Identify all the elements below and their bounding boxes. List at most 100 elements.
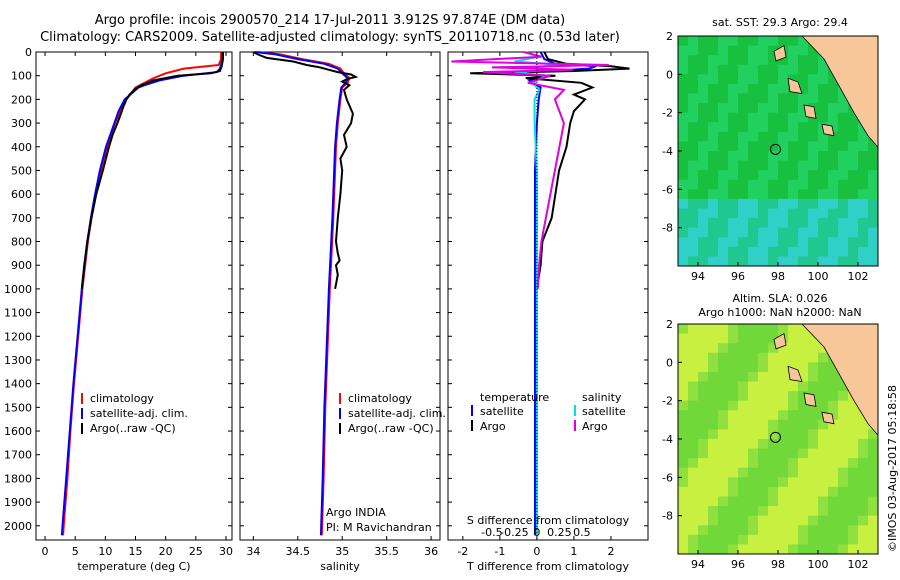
map-cell [828,400,839,411]
map-cell [768,429,779,440]
map-cell [768,534,779,545]
map-cell [738,45,749,56]
map-cell [708,64,719,75]
map-cell [718,93,729,104]
map-cell [848,218,859,229]
map-cell [708,131,719,142]
map-cell [768,93,779,104]
map-cell [798,352,809,363]
map-cell [868,151,879,162]
map-cell [748,333,759,344]
map-cell [708,189,719,200]
map-cell [758,227,769,238]
map-cell [758,400,769,411]
map-cell [848,160,859,171]
map-cell [788,515,799,526]
series-line-t-satellite [492,51,597,536]
map-cell [738,391,749,402]
map-cell [698,36,709,47]
y-tick-label: 1000 [4,283,32,296]
map-cell [748,544,759,555]
map-cell [708,218,719,229]
map-cell [788,343,799,354]
map-cell [848,410,859,421]
map-y-tick-label: -8 [662,510,673,523]
map-cell [678,515,689,526]
map-cell [818,131,829,142]
map-cell [768,112,779,123]
map-cell [758,83,769,94]
map-cell [718,458,729,469]
map-cell [828,391,839,402]
map-cell [728,45,739,56]
map-cell [718,525,729,536]
map-cell [718,333,729,344]
map-cell [828,246,839,257]
map-cell [728,439,739,450]
map-cell [838,429,849,440]
map-cell [708,381,719,392]
map-cell [858,237,869,248]
map-cell [698,83,709,94]
s-tick-label: 0 [533,526,540,539]
map-cell [738,400,749,411]
map-cell [838,179,849,190]
map-cell [718,544,729,555]
map-cell [778,218,789,229]
map-cell [788,439,799,450]
map-cell [818,170,829,181]
map-cell [678,458,689,469]
figure-title-line2: Climatology: CARS2009. Satellite-adjuste… [40,30,620,45]
map-cell [688,208,699,219]
map-cell [738,534,749,545]
map-cell [768,83,779,94]
map-cell [788,467,799,478]
map-cell [798,467,809,478]
map-cell [848,237,859,248]
map-cell [768,448,779,459]
map-cell [798,198,809,209]
credit-label: ©IMOS 03-Aug-2017 05:18:58 [886,385,899,552]
map-cell [748,208,759,219]
map-cell [778,525,789,536]
map-cell [698,506,709,517]
map-cell [728,525,739,536]
map-cell [688,352,699,363]
argo-position-marker [769,143,781,155]
series-line-t-argo [470,51,630,290]
map-cell [838,506,849,517]
map-cell [848,534,859,545]
map-cell [708,496,719,507]
map-y-tick-label: -2 [662,395,673,408]
map-cell [798,486,809,497]
map-cell [738,74,749,85]
map-cell [858,218,869,229]
map-cell [798,36,809,47]
map-cell [838,131,849,142]
map-cell [768,189,779,200]
map-cell [688,170,699,181]
map-cell [718,448,729,459]
map-cell [788,246,799,257]
map-cell [778,352,789,363]
map-cell [848,227,859,238]
map-cell [718,179,729,190]
map-cell [748,496,759,507]
map-cell [678,36,689,47]
map-cell [848,189,859,200]
map-cell [798,112,809,123]
map-cell [848,112,859,123]
map-cell [688,506,699,517]
map-cell [858,486,869,497]
map-cell [778,400,789,411]
map-cell [808,208,819,219]
map-cell [708,333,719,344]
map-cell [728,36,739,47]
y-tick-label: 0 [25,46,32,59]
y-tick-label: 1500 [4,401,32,414]
map-cell [738,343,749,354]
s-axis-label: S difference from climatology [467,514,630,527]
map-cell [788,160,799,171]
map-cell [828,371,839,382]
map-cell [788,131,799,142]
